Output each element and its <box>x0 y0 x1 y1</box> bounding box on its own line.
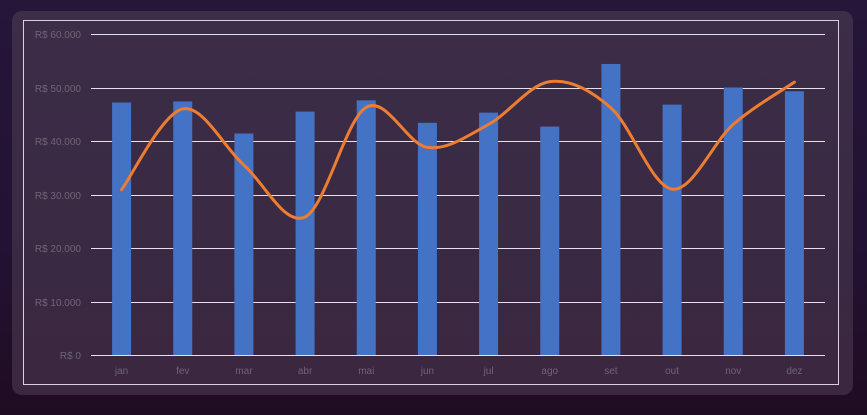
x-tick-label: nov <box>725 366 741 377</box>
gridlines <box>91 34 825 356</box>
bar-set <box>601 63 621 356</box>
bar-fev <box>173 101 193 355</box>
bar-jul <box>479 112 499 356</box>
bar-jan <box>112 102 132 355</box>
bar-mai <box>356 100 376 355</box>
x-tick-label: abr <box>298 366 313 377</box>
x-tick-label: set <box>604 366 618 377</box>
x-tick-label: ago <box>541 366 558 377</box>
x-tick-label: jan <box>114 366 128 377</box>
bar-ago <box>540 126 560 356</box>
y-tick-label: R$ 20.000 <box>35 244 82 255</box>
y-tick-label: R$ 60.000 <box>35 30 82 41</box>
y-tick-label: R$ 0 <box>60 351 82 362</box>
x-axis-labels: jan fev mar abr mai jun jul ago set out nov dez <box>114 366 803 377</box>
bar-nov <box>723 87 743 355</box>
bar-out <box>662 104 682 356</box>
x-tick-label: fev <box>176 366 189 377</box>
x-tick-label: mai <box>358 366 374 377</box>
y-tick-label: R$ 10.000 <box>35 298 82 309</box>
x-tick-label: mar <box>235 366 253 377</box>
y-tick-label: R$ 40.000 <box>35 137 82 148</box>
chart-area-border <box>23 20 839 385</box>
x-tick-label: dez <box>786 366 802 377</box>
y-tick-label: R$ 30.000 <box>35 191 82 202</box>
y-tick-label: R$ 50.000 <box>35 84 82 95</box>
line-series <box>120 79 796 220</box>
x-tick-label: jun <box>420 366 434 377</box>
bar-jun <box>417 122 437 355</box>
x-tick-label: out <box>665 366 679 377</box>
bar-series <box>112 63 804 356</box>
bar-dez <box>784 91 804 356</box>
bar-mar <box>234 133 254 355</box>
y-axis-labels: R$ 0 R$ 10.000 R$ 20.000 R$ 30.000 R$ 40.000… <box>35 30 82 362</box>
x-tick-label: jul <box>483 366 494 377</box>
bar-abr <box>295 111 315 355</box>
